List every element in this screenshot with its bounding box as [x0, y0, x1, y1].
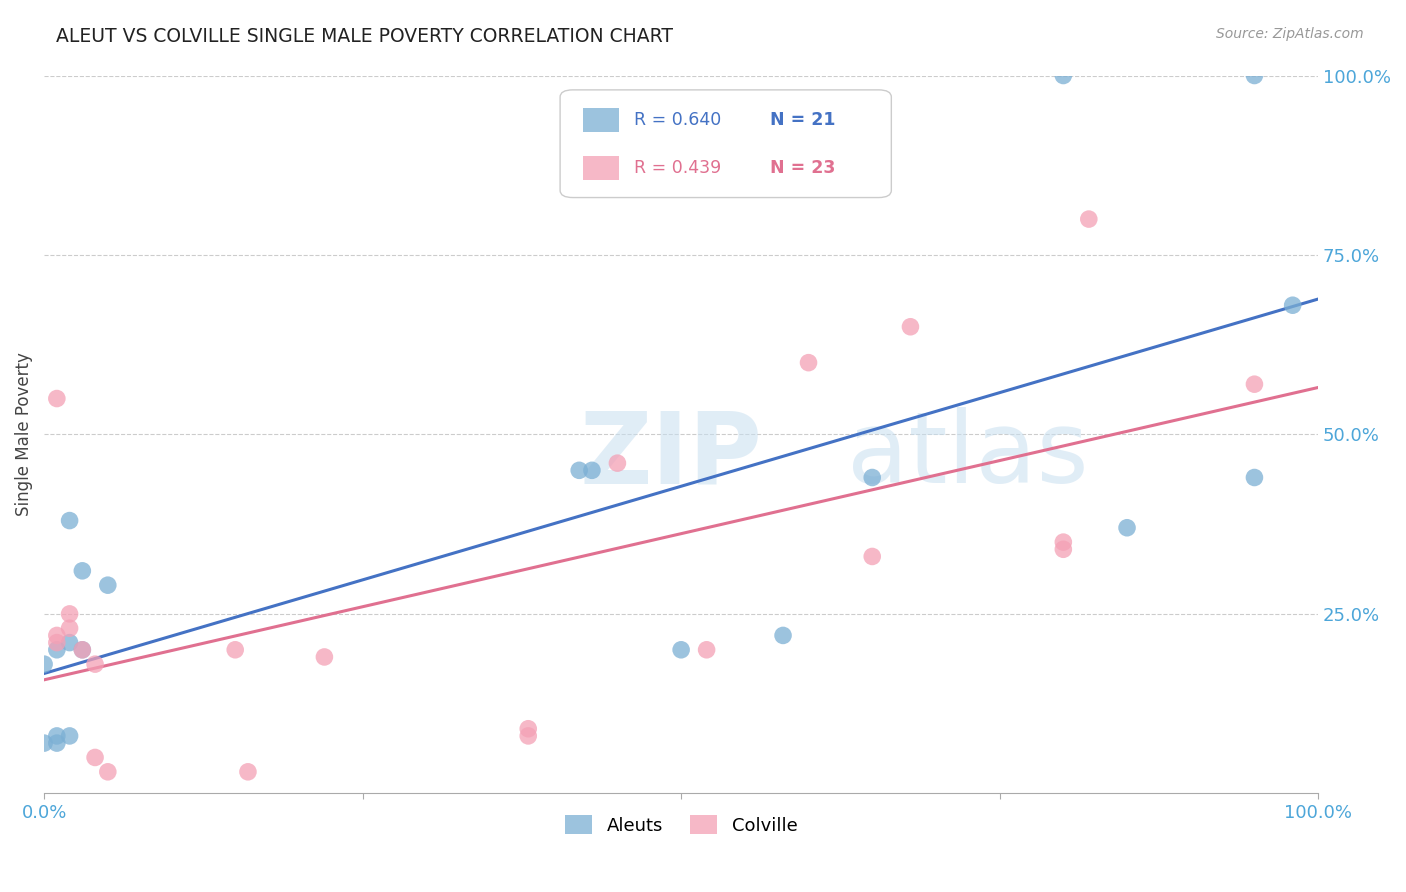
Point [772, 628, 794, 642]
Y-axis label: Single Male Poverty: Single Male Poverty [15, 352, 32, 516]
Point [517, 729, 540, 743]
Text: R = 0.640: R = 0.640 [634, 111, 721, 128]
Legend: Aleuts, Colville: Aleuts, Colville [565, 815, 797, 835]
Point [900, 319, 922, 334]
Point [45, 642, 67, 657]
Point [84, 657, 107, 672]
Point [32, 657, 55, 672]
Point [72, 642, 94, 657]
Point [97, 764, 120, 779]
Point [45, 635, 67, 649]
Text: ALEUT VS COLVILLE SINGLE MALE POVERTY CORRELATION CHART: ALEUT VS COLVILLE SINGLE MALE POVERTY CO… [56, 27, 673, 45]
Point [84, 750, 107, 764]
Text: N = 21: N = 21 [770, 111, 835, 128]
Point [72, 564, 94, 578]
Point [1243, 470, 1265, 484]
Point [236, 764, 259, 779]
Point [1077, 212, 1099, 227]
Point [860, 549, 883, 564]
Text: Source: ZipAtlas.com: Source: ZipAtlas.com [1216, 27, 1364, 41]
Point [568, 463, 591, 477]
Point [72, 642, 94, 657]
Point [58, 514, 80, 528]
Point [58, 635, 80, 649]
FancyBboxPatch shape [583, 108, 619, 131]
Point [1116, 521, 1139, 535]
Text: ZIP: ZIP [579, 408, 762, 505]
Point [1052, 69, 1074, 83]
Point [606, 456, 628, 470]
FancyBboxPatch shape [560, 90, 891, 197]
Point [1052, 542, 1074, 557]
Text: atlas: atlas [846, 408, 1088, 505]
Point [58, 621, 80, 635]
Point [696, 642, 718, 657]
Point [669, 642, 692, 657]
Point [1052, 535, 1074, 549]
Point [860, 470, 883, 484]
Point [45, 729, 67, 743]
Point [45, 392, 67, 406]
Point [517, 722, 540, 736]
Text: R = 0.439: R = 0.439 [634, 159, 721, 177]
Point [1281, 298, 1303, 312]
Text: N = 23: N = 23 [770, 159, 835, 177]
Point [797, 356, 820, 370]
Point [224, 642, 246, 657]
Point [581, 463, 603, 477]
Point [97, 578, 120, 592]
FancyBboxPatch shape [583, 156, 619, 179]
Point [58, 607, 80, 621]
Point [32, 736, 55, 750]
Point [314, 650, 336, 665]
Point [45, 628, 67, 642]
Point [1243, 377, 1265, 392]
Point [1243, 69, 1265, 83]
Point [45, 736, 67, 750]
Point [58, 729, 80, 743]
